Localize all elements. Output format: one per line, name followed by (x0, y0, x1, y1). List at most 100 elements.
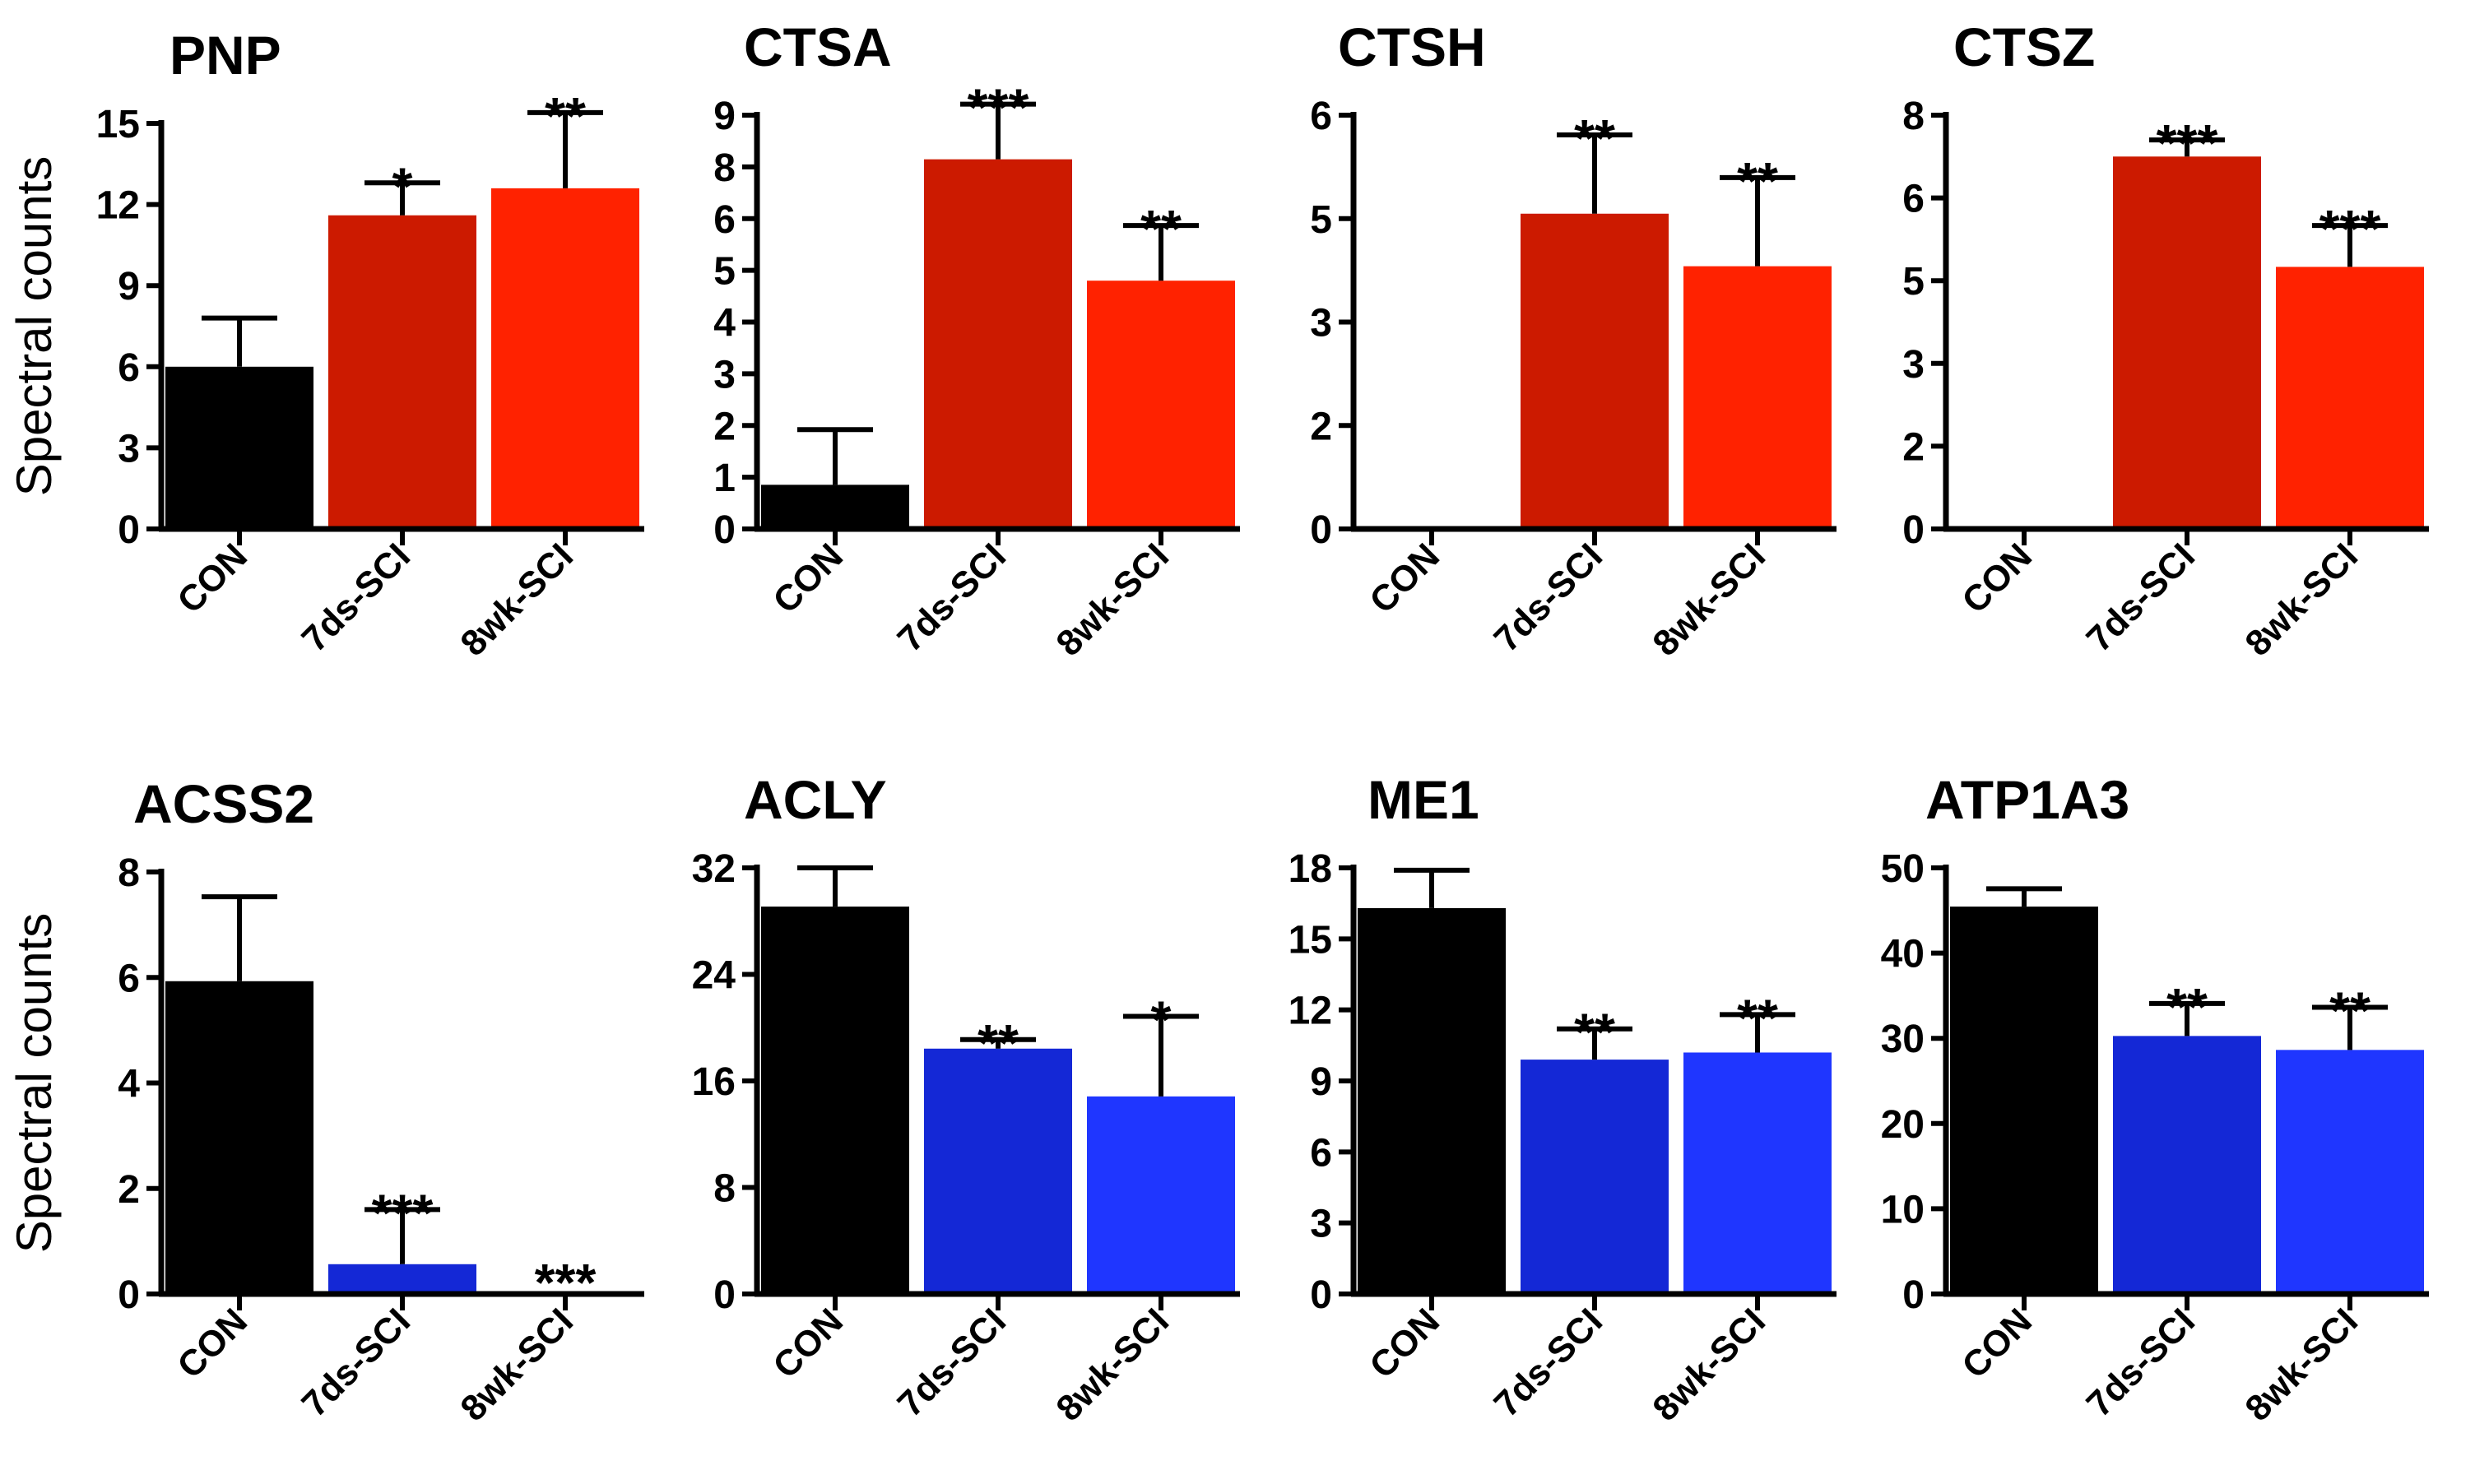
y-tick-label: 3 (1310, 1203, 1332, 1246)
y-tick-label: 0 (1902, 508, 1925, 552)
y-tick-label: 4 (713, 302, 736, 345)
panel-title: CTSZ (1953, 16, 2095, 77)
y-tick-label: 8 (713, 1167, 736, 1211)
y-tick-label: 40 (1881, 933, 1925, 976)
y-tick-label: 3 (1310, 302, 1332, 345)
x-tick-label: CON (1954, 1301, 2040, 1386)
y-tick-label: 9 (118, 265, 140, 308)
panel-title: CTSH (1338, 16, 1486, 77)
y-tick-label: 18 (1289, 847, 1332, 891)
significance-marker: ** (1737, 988, 1778, 1047)
y-tick-label: 6 (1310, 95, 1332, 138)
panel-title: PNP (169, 25, 281, 86)
y-axis-label: Spectral counts (7, 913, 62, 1254)
x-tick-label: CON (1954, 536, 2040, 621)
y-tick-label: 3 (1902, 343, 1925, 387)
x-tick-label: CON (765, 1301, 851, 1386)
y-tick-label: 0 (118, 508, 140, 552)
significance-marker: *** (372, 1183, 434, 1242)
y-tick-label: 4 (118, 1063, 140, 1106)
y-tick-label: 3 (118, 427, 140, 471)
y-tick-label: 50 (1881, 847, 1925, 891)
significance-marker: *** (2319, 199, 2381, 258)
bar-con (1358, 907, 1506, 1294)
significance-marker: ** (1574, 109, 1615, 168)
bar-8wk-sci (2276, 1050, 2424, 1294)
y-tick-label: 3 (713, 353, 736, 397)
y-tick-label: 6 (713, 198, 736, 242)
x-tick-label: 8wk-SCI (2237, 1301, 2366, 1429)
x-tick-label: 7ds-SCI (1487, 1301, 1610, 1424)
panel-title: ACSS2 (133, 773, 314, 834)
x-tick-label: 7ds-SCI (1487, 536, 1610, 659)
panel-atp1a3: ATP1A3 ** ** 0 10 20 30 40 50 CON 7ds-SCI 8wk-SCI (1881, 769, 2429, 1429)
bar-con (165, 366, 313, 529)
y-tick-label: 2 (118, 1168, 140, 1212)
y-tick-label: 24 (692, 954, 736, 998)
panel-me1: ME1 ** ** 0 3 6 9 12 15 18 CON 7ds-SCI 8wk-SCI (1289, 769, 1837, 1429)
x-tick-label: 7ds-SCI (2079, 1301, 2203, 1424)
x-tick-label: 7ds-SCI (295, 536, 418, 659)
panel-ctsh: CTSH ** ** 0 2 3 5 6 CON 7ds-SCI 8wk-SCI (1310, 16, 1837, 664)
y-tick-label: 6 (1310, 1131, 1332, 1175)
x-tick-label: CON (169, 536, 255, 621)
significance-marker: *** (968, 78, 1029, 137)
bar-8wk-sci (2276, 267, 2424, 529)
x-tick-label: 8wk-SCI (453, 1301, 581, 1429)
bar-8wk-sci (491, 188, 639, 529)
x-tick-label: 8wk-SCI (1048, 536, 1177, 664)
y-tick-label: 32 (692, 847, 736, 891)
significance-marker: * (392, 156, 413, 216)
x-tick-label: 8wk-SCI (2237, 536, 2366, 664)
x-tick-label: 7ds-SCI (890, 1301, 1014, 1424)
y-axis-label: Spectral counts (7, 156, 62, 497)
x-tick-label: CON (169, 1301, 255, 1386)
y-tick-label: 6 (1902, 178, 1925, 221)
bar-7ds-sci (328, 215, 476, 529)
bar-7ds-sci (2113, 1036, 2261, 1294)
y-tick-label: 9 (713, 95, 736, 138)
bar-con (165, 981, 313, 1294)
y-tick-label: 12 (1289, 990, 1332, 1033)
y-tick-label: 16 (692, 1060, 736, 1104)
x-tick-label: 8wk-SCI (453, 536, 581, 664)
bar-con (761, 485, 909, 529)
y-tick-label: 5 (1902, 260, 1925, 304)
panel-title: ATP1A3 (1925, 769, 2129, 830)
y-tick-label: 20 (1881, 1103, 1925, 1147)
x-tick-label: CON (1362, 1301, 1447, 1386)
y-tick-label: 0 (1310, 508, 1332, 552)
y-tick-label: 8 (1902, 95, 1925, 138)
y-tick-label: 30 (1881, 1018, 1925, 1061)
y-tick-label: 1 (713, 457, 736, 500)
y-tick-label: 2 (1310, 405, 1332, 448)
y-tick-label: 8 (713, 146, 736, 190)
y-tick-label: 2 (1902, 425, 1925, 469)
x-tick-label: CON (1362, 536, 1447, 621)
bar-7ds-sci (1521, 213, 1669, 529)
bar-con (1950, 907, 2098, 1294)
y-tick-label: 10 (1881, 1188, 1925, 1231)
bar-8wk-sci (1087, 281, 1235, 529)
significance-marker: ** (2329, 981, 2371, 1041)
bar-8wk-sci (1087, 1096, 1235, 1294)
y-tick-label: 5 (1310, 198, 1332, 242)
significance-marker: *** (2157, 114, 2218, 173)
significance-marker: * (1151, 990, 1172, 1050)
bar-7ds-sci (2113, 156, 2261, 530)
y-tick-label: 12 (96, 184, 140, 228)
significance-marker: ** (1574, 1003, 1615, 1062)
y-tick-label: 0 (713, 1273, 736, 1317)
panel-title: ME1 (1368, 769, 1479, 830)
bar-con (761, 907, 909, 1294)
bar-7ds-sci (328, 1264, 476, 1294)
y-tick-label: 2 (713, 405, 736, 448)
bar-7ds-sci (1521, 1060, 1669, 1294)
x-tick-label: 8wk-SCI (1645, 536, 1773, 664)
y-tick-label: 9 (1310, 1060, 1332, 1104)
y-tick-label: 8 (118, 851, 140, 895)
y-tick-label: 0 (118, 1273, 140, 1317)
